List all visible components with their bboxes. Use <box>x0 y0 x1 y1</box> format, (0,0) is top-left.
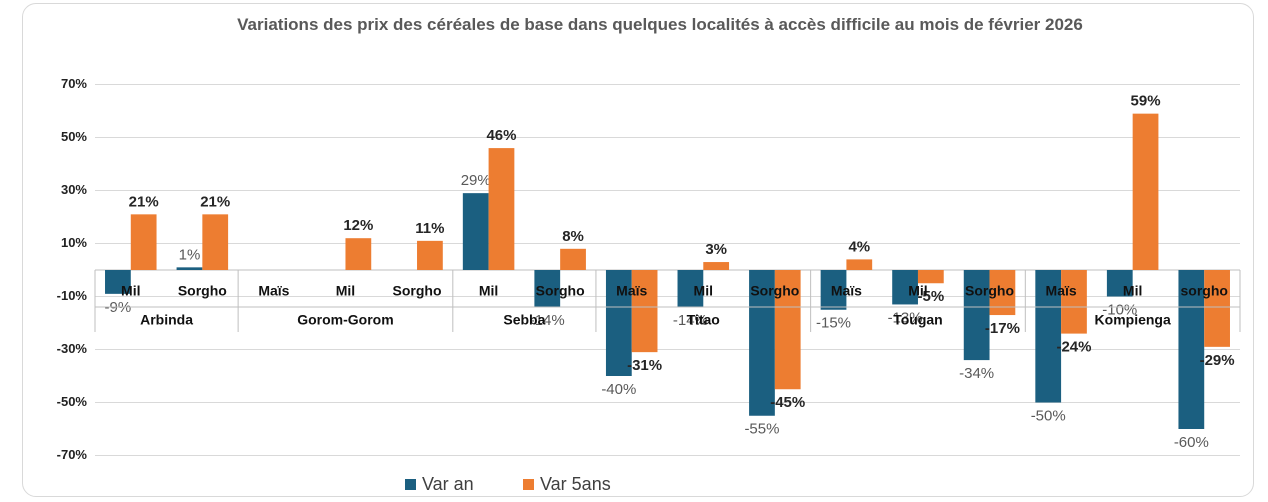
legend-label: Var an <box>422 474 474 494</box>
chart-frame <box>22 3 1254 497</box>
y-tick-label: -30% <box>57 341 88 356</box>
x-tick-label: Sorgho <box>965 283 1014 299</box>
chart-title: Variations des prix des céréales de base… <box>237 15 1083 34</box>
data-label: -5% <box>918 288 945 305</box>
x-tick-label: Maïs <box>1046 283 1077 299</box>
y-tick-label: 10% <box>61 235 87 250</box>
data-label: 12% <box>343 217 373 234</box>
data-label: 3% <box>705 241 727 258</box>
bar <box>749 270 775 416</box>
bar <box>462 193 489 270</box>
data-label: 11% <box>415 220 444 237</box>
x-tick-label: Maïs <box>616 283 647 299</box>
bar <box>1106 270 1133 297</box>
data-label: 8% <box>562 228 584 245</box>
bar <box>1178 270 1205 429</box>
data-label: 4% <box>848 238 870 255</box>
bar <box>631 270 658 353</box>
data-label: -29% <box>1200 352 1235 369</box>
x-tick-label: Sorgho <box>393 283 442 299</box>
data-label: -60% <box>1174 434 1209 451</box>
bar <box>417 240 443 270</box>
group-label: Titao <box>687 312 720 328</box>
x-tick-label: Mil <box>908 283 927 299</box>
x-tick-label: Maïs <box>258 283 289 299</box>
data-label: -50% <box>1031 407 1066 424</box>
x-tick-label: Sorgho <box>178 283 227 299</box>
bar <box>605 270 632 376</box>
data-label: -40% <box>601 381 636 398</box>
bar <box>130 214 157 270</box>
bar <box>176 267 203 270</box>
legend-label: Var 5ans <box>540 474 611 494</box>
bar <box>534 270 561 308</box>
bar <box>892 270 918 305</box>
data-label: -31% <box>627 357 662 374</box>
bar <box>1204 270 1230 347</box>
group-label: Kompienga <box>1095 312 1171 328</box>
data-label: 1% <box>179 246 201 263</box>
bar <box>202 214 229 270</box>
data-label: 21% <box>129 193 159 210</box>
data-label: 46% <box>486 127 516 144</box>
data-label: 59% <box>1131 93 1161 110</box>
bar <box>345 238 372 270</box>
group-label: Gorom-Gorom <box>297 312 393 328</box>
data-label: -34% <box>959 365 994 382</box>
bar <box>989 270 1016 316</box>
y-tick-label: 30% <box>61 182 87 197</box>
data-label: -15% <box>816 315 851 332</box>
bar <box>1132 113 1159 271</box>
y-tick-label: 70% <box>61 76 87 91</box>
x-tick-label: Mil <box>121 283 140 299</box>
x-tick-label: Mil <box>479 283 498 299</box>
legend-swatch <box>523 479 534 490</box>
bar <box>1035 270 1062 403</box>
x-tick-label: Maïs <box>831 283 862 299</box>
data-label: -14% <box>530 312 565 329</box>
bar <box>846 259 873 270</box>
y-tick-label: -70% <box>57 447 88 462</box>
x-tick-label: Mil <box>1123 283 1142 299</box>
bar <box>1061 270 1087 334</box>
y-tick-label: 50% <box>61 129 87 144</box>
bar <box>703 262 730 270</box>
legend-swatch <box>405 479 416 490</box>
x-tick-label: Mil <box>336 283 355 299</box>
data-label: 29% <box>461 172 491 189</box>
data-label: -55% <box>744 421 779 438</box>
x-tick-label: Sorgho <box>750 283 799 299</box>
data-label: -14% <box>673 312 708 329</box>
x-tick-label: sorgho <box>1180 283 1227 299</box>
y-tick-label: -10% <box>57 288 88 303</box>
data-label: -13% <box>888 309 923 326</box>
bar <box>963 270 990 361</box>
bar <box>774 270 801 390</box>
bar <box>105 270 131 294</box>
group-label: Arbinda <box>140 312 193 328</box>
bar <box>677 270 704 308</box>
x-tick-label: Mil <box>694 283 713 299</box>
data-label: -24% <box>1056 339 1091 356</box>
y-tick-label: -50% <box>57 394 88 409</box>
group-label: Tougan <box>893 312 943 328</box>
bar <box>560 248 586 270</box>
data-label: 21% <box>200 193 230 210</box>
bar <box>488 148 515 270</box>
bar <box>820 270 847 310</box>
data-label: -10% <box>1102 301 1137 318</box>
x-tick-label: Sorgho <box>536 283 585 299</box>
group-label: Sebba <box>503 312 545 328</box>
data-label: -45% <box>770 394 805 411</box>
data-label: -17% <box>985 320 1020 337</box>
bar <box>917 270 944 284</box>
